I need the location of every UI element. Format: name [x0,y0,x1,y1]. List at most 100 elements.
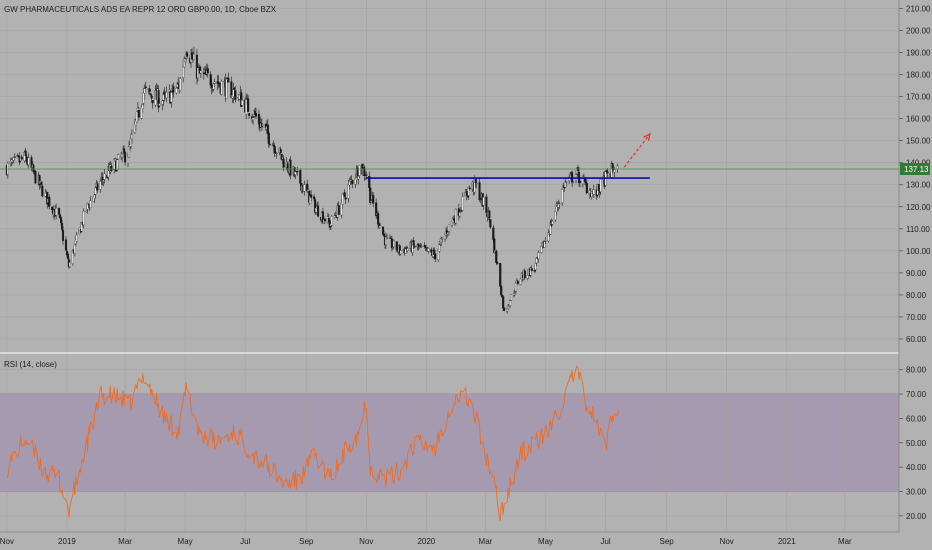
candle-body [124,152,127,163]
price-tick-label: 190.00 [906,48,931,57]
candle-body [502,296,505,309]
candle-body [377,212,380,225]
price-tick-label: 90.00 [906,269,927,278]
candle-body [254,113,258,117]
rsi-tick-label: 50.00 [906,439,927,448]
candle-body [137,110,140,118]
candle-body [121,153,124,158]
rsi-axis[interactable]: 80.00 70.00 60.00 50.00 40.00 30.00 20.00 [899,366,927,521]
last-price-tag-bg [900,163,930,176]
candle-body [495,250,498,263]
candle-body [241,100,244,106]
candle-body [351,180,354,184]
candle-body [75,234,78,242]
price-tick-label: 80.00 [906,291,927,300]
rsi-tick-label: 70.00 [906,390,927,399]
candle-body [73,244,76,254]
rsi-title: RSI (14, close) [4,360,57,369]
candle-body [572,181,575,183]
candle-body [96,183,99,191]
rsi-tick-label: 80.00 [906,366,927,375]
candle-body [59,214,62,219]
candle-body [592,189,595,195]
candle-body [202,72,205,74]
candle-body [392,240,395,247]
candle-body [385,237,389,239]
time-axis[interactable]: Nov 2019 Mar May Jul Sep Nov 2020 Mar May Jul Sep No… [0,537,852,546]
price-tick-label: 150.00 [906,137,931,146]
candle-body [143,88,146,94]
time-tick-label: 2020 [417,537,435,546]
candle-body [86,203,89,210]
candle-body [461,196,464,211]
candle-body [364,176,367,178]
candle-body [101,176,104,181]
drawing-overlays[interactable] [0,132,899,179]
candle-body [99,181,102,190]
price-tick-label: 180.00 [906,71,931,80]
candle-body [93,194,96,199]
candle-body [506,308,509,312]
candle-body [551,221,554,225]
candle-body [275,152,278,154]
candle-body [363,167,366,176]
candle-body [420,245,423,248]
candle-body [282,158,285,168]
candle-body [61,229,65,241]
candle-body [384,236,388,245]
candle-body [540,246,543,253]
last-price-value: 137.13 [904,165,929,174]
price-tick-label: 60.00 [906,335,927,344]
time-tick-label: Nov [720,537,734,546]
candle-body [247,98,250,112]
candle-body [330,216,333,226]
candle-body [279,148,282,154]
candle-body [179,78,182,91]
rsi-tick-label: 30.00 [906,487,927,496]
candle-body [413,245,416,248]
price-tick-label: 170.00 [906,93,931,102]
rsi-series [6,365,619,522]
candle-body [578,181,582,183]
candle-body [192,53,196,60]
candle-body [210,84,213,89]
candle-body [87,204,90,206]
candle-body [225,78,228,99]
candle-body [412,240,415,246]
candle-body [375,202,378,216]
candle-body [55,207,58,216]
candle-body [447,223,451,232]
candle-body [513,291,517,293]
candle-body [248,113,251,116]
candle-body [172,86,175,93]
candle-body [142,92,145,104]
candle-body [273,146,276,154]
candle-body [110,165,113,172]
candle-body [64,239,68,251]
candle-body [123,148,126,153]
trend-arrow-line[interactable] [623,133,651,168]
candle-body [468,187,471,190]
candle-body [186,52,189,57]
time-tick-label: Nov [359,537,373,546]
time-tick-label: 2019 [58,537,76,546]
candle-body [252,117,255,121]
candle-body [597,184,600,191]
candle-body [310,194,313,198]
candle-body [465,191,468,196]
candle-body [234,90,237,100]
time-tick-label: May [178,537,193,546]
price-tick-label: 120.00 [906,203,931,212]
candle-body [303,184,306,192]
rsi-tick-label: 40.00 [906,463,927,472]
candle-body [149,93,152,96]
candle-body [485,196,488,214]
candle-body [466,196,469,198]
candle-body [434,253,437,260]
candle-body [82,211,85,225]
candle-body [48,196,51,207]
candle-body [344,197,347,200]
candle-body [261,123,264,126]
candle-body [379,225,382,228]
